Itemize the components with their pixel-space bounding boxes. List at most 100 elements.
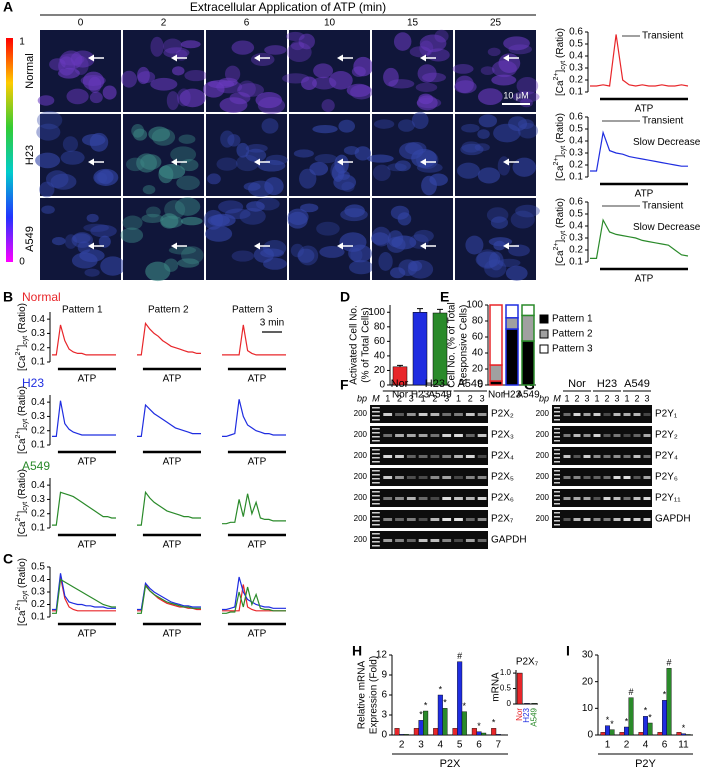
cell bbox=[84, 268, 100, 277]
band bbox=[583, 455, 591, 458]
y-axis-label-part: 2+ bbox=[15, 513, 22, 521]
cell bbox=[227, 134, 241, 147]
cell bbox=[512, 157, 537, 177]
band bbox=[383, 413, 393, 416]
cell bbox=[452, 64, 474, 74]
marker-size: 200 bbox=[536, 514, 550, 523]
lane-label: 1 bbox=[421, 393, 426, 403]
bar bbox=[662, 700, 667, 736]
marker-band bbox=[554, 461, 560, 463]
y-axis-label-part: [Ca bbox=[17, 355, 28, 371]
band bbox=[395, 476, 404, 479]
band bbox=[465, 497, 475, 500]
x-axis-label: ATP bbox=[635, 104, 654, 115]
y-axis-label-part: ] bbox=[555, 154, 566, 157]
cell bbox=[120, 227, 144, 243]
cell bbox=[150, 77, 178, 91]
band bbox=[465, 455, 475, 458]
band bbox=[418, 539, 428, 542]
lane-label: M bbox=[553, 393, 561, 403]
y-axis-label: [Ca2+]cyt (Ratio) bbox=[553, 113, 567, 181]
y-axis-label-part: ] bbox=[555, 69, 566, 72]
y-axis-label-part: 2+ bbox=[15, 347, 22, 355]
y-axis-label: [Ca2+]cyt (Ratio) bbox=[553, 198, 567, 266]
gene-label: P2X₆ bbox=[491, 493, 514, 504]
marker-band bbox=[554, 432, 560, 434]
bar bbox=[531, 703, 538, 705]
cell bbox=[344, 204, 365, 218]
bar bbox=[476, 731, 482, 736]
arrow-head bbox=[88, 54, 94, 62]
marker-size: 200 bbox=[354, 430, 368, 439]
marker-band bbox=[372, 436, 380, 438]
bar bbox=[516, 672, 523, 705]
band bbox=[406, 476, 416, 479]
band bbox=[406, 455, 416, 458]
cell bbox=[264, 45, 287, 55]
group-label: Nor bbox=[391, 378, 409, 390]
x-axis-label: ATP bbox=[163, 374, 182, 385]
bar bbox=[437, 694, 443, 736]
y-axis-label-part: (Ratio) bbox=[17, 386, 28, 419]
band bbox=[395, 539, 404, 542]
gel bbox=[370, 489, 488, 507]
cell bbox=[419, 40, 434, 57]
cell bbox=[287, 211, 308, 229]
bar bbox=[481, 732, 487, 736]
significance-marker: * bbox=[663, 690, 667, 700]
trace bbox=[222, 399, 286, 437]
cell bbox=[145, 261, 171, 282]
arrow-head bbox=[337, 158, 343, 166]
marker-size: 200 bbox=[354, 493, 368, 502]
y-axis-label-part: 2+ bbox=[553, 72, 560, 80]
y-tick-label: 0.2 bbox=[31, 342, 45, 353]
x-tick-label: 4 bbox=[643, 740, 649, 751]
panel-label: F bbox=[340, 377, 349, 393]
band bbox=[633, 455, 641, 458]
cell bbox=[415, 82, 438, 92]
band bbox=[477, 539, 487, 542]
cell bbox=[329, 70, 353, 90]
band bbox=[418, 413, 428, 416]
band bbox=[418, 497, 428, 500]
legend-label: Pattern 2 bbox=[552, 329, 593, 340]
cell bbox=[245, 143, 268, 153]
annotation: Slow Decrease bbox=[633, 137, 701, 148]
y-tick-label: 0.4 bbox=[569, 136, 583, 147]
gene-label: P2X₃ bbox=[491, 430, 514, 441]
marker-band bbox=[554, 478, 560, 480]
bar bbox=[452, 728, 458, 736]
band bbox=[477, 455, 487, 458]
y-tick-label: 20 bbox=[582, 676, 594, 687]
cell bbox=[319, 246, 345, 258]
gene-label: GAPDH bbox=[655, 514, 691, 525]
y-axis-label-part: ] bbox=[17, 510, 28, 513]
x-axis-label: ATP bbox=[635, 189, 654, 200]
marker-band bbox=[372, 474, 380, 476]
lane-label: 1 bbox=[385, 393, 390, 403]
cell bbox=[313, 63, 334, 79]
panel-label: B bbox=[3, 289, 13, 305]
band bbox=[465, 476, 475, 479]
trace bbox=[137, 581, 201, 611]
cell bbox=[238, 80, 256, 98]
marker-size: 200 bbox=[354, 535, 368, 544]
y-axis-label: Responsive Cells) bbox=[459, 305, 470, 386]
cell bbox=[409, 46, 431, 58]
y-axis-label-part: [Ca bbox=[17, 438, 28, 454]
bar bbox=[423, 710, 429, 736]
marker-size: 200 bbox=[354, 451, 368, 460]
cell bbox=[503, 36, 530, 51]
marker-band bbox=[372, 419, 380, 421]
legend-swatch bbox=[539, 344, 549, 354]
band bbox=[643, 434, 651, 437]
arrow-head bbox=[503, 158, 509, 166]
lane-label: 2 bbox=[634, 393, 639, 403]
cell bbox=[160, 213, 179, 229]
y-tick-label: 0.5 bbox=[569, 39, 583, 50]
cell bbox=[490, 216, 509, 229]
cell bbox=[515, 204, 540, 218]
lane-label: 3 bbox=[614, 393, 619, 403]
band bbox=[465, 434, 475, 437]
band bbox=[465, 539, 475, 542]
